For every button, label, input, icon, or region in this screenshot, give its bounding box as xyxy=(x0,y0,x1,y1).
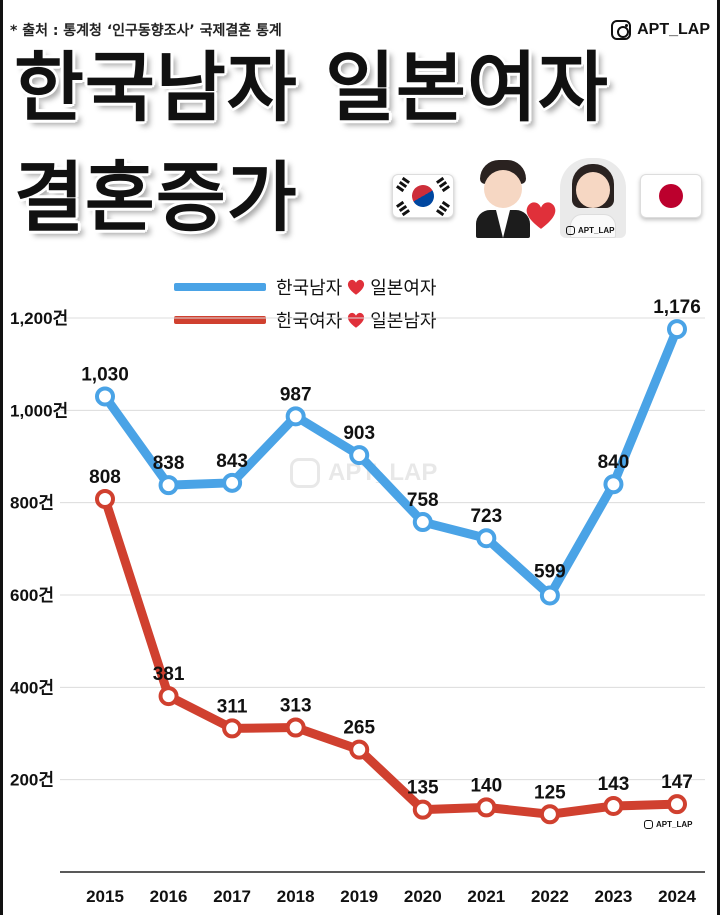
brand-badge[interactable]: APT_LAP xyxy=(611,20,710,40)
x-tick-label: 2024 xyxy=(658,887,696,906)
legend-swatch-blue xyxy=(174,283,266,291)
series-line-1 xyxy=(100,324,682,600)
data-label: 381 xyxy=(153,664,185,685)
data-point xyxy=(158,475,179,496)
data-point xyxy=(412,799,433,820)
data-point xyxy=(285,406,306,427)
data-label: 125 xyxy=(534,782,566,803)
corner-instagram-icon xyxy=(644,820,653,829)
y-tick-label: 400건 xyxy=(10,678,54,697)
data-label: 987 xyxy=(280,384,312,405)
data-label: 840 xyxy=(598,452,630,473)
data-label: 311 xyxy=(217,696,248,717)
legend-label-1a: 한국남자 xyxy=(276,278,343,299)
data-label: 758 xyxy=(407,490,439,511)
data-label: 143 xyxy=(598,774,630,795)
data-point xyxy=(95,488,115,509)
watermark-instagram-icon xyxy=(290,458,320,488)
x-tick-label: 2015 xyxy=(86,887,124,906)
legend-item-2: 한국여자 일본남자 xyxy=(174,307,437,333)
data-label: 723 xyxy=(470,506,502,527)
data-point xyxy=(667,794,687,815)
legend-heart-icon xyxy=(348,312,365,328)
data-point xyxy=(539,585,560,606)
title-line-2: 결혼증가 xyxy=(14,153,298,242)
x-tick-label: 2017 xyxy=(213,887,251,906)
couple-brand: APT_LAP xyxy=(566,226,614,235)
data-label: 838 xyxy=(153,453,185,474)
data-label: 313 xyxy=(280,695,312,716)
legend-label-1b: 일본여자 xyxy=(370,278,437,299)
title-line-1: 한국남자 일본여자 xyxy=(14,43,609,132)
data-point xyxy=(158,686,179,707)
x-tick-label: 2021 xyxy=(467,887,505,906)
source-note: * 출처 : 통계청 ‘인구동향조사’ 국제결혼 통계 xyxy=(10,23,282,39)
data-point xyxy=(539,804,560,825)
y-tick-label: 1,200건 xyxy=(10,309,68,328)
data-label: 265 xyxy=(343,718,375,739)
mini-instagram-icon xyxy=(566,226,575,235)
x-tick-label: 2020 xyxy=(404,887,442,906)
watermark: APT_LAP xyxy=(290,458,437,488)
legend-label-2b: 일본남자 xyxy=(370,311,437,332)
data-point xyxy=(603,795,624,816)
data-label: 140 xyxy=(470,775,502,796)
data-label: 808 xyxy=(89,467,121,488)
series-line-2 xyxy=(100,494,682,819)
japan-flag-icon xyxy=(640,174,702,218)
heart-icon xyxy=(526,202,556,229)
data-label: 843 xyxy=(216,451,248,472)
data-point xyxy=(222,718,243,739)
bride-icon xyxy=(560,158,626,238)
x-tick-label: 2022 xyxy=(531,887,569,906)
data-point xyxy=(349,445,370,466)
corner-brand: APT_LAP xyxy=(644,820,692,829)
x-tick-label: 2018 xyxy=(277,887,315,906)
data-label: 135 xyxy=(407,778,439,799)
data-point xyxy=(603,474,624,495)
data-point xyxy=(222,472,243,493)
brand-label: APT_LAP xyxy=(637,21,710,38)
y-tick-label: 600건 xyxy=(10,586,54,605)
data-point xyxy=(285,717,306,738)
data-point xyxy=(476,797,497,818)
data-label: 599 xyxy=(534,561,566,582)
data-point xyxy=(349,739,370,760)
x-tick-label: 2016 xyxy=(150,887,188,906)
legend-heart-icon xyxy=(348,279,365,295)
data-point xyxy=(412,512,433,533)
x-tick-label: 2023 xyxy=(595,887,633,906)
y-tick-label: 800건 xyxy=(10,494,54,513)
data-label: 903 xyxy=(343,423,375,444)
data-label: 1,030 xyxy=(81,364,129,385)
instagram-icon xyxy=(611,20,632,40)
data-point xyxy=(667,319,687,340)
data-label: 147 xyxy=(661,772,693,793)
y-tick-label: 1,000건 xyxy=(10,401,68,420)
data-label: 1,176 xyxy=(653,297,701,318)
x-tick-label: 2019 xyxy=(340,887,378,906)
legend-swatch-red xyxy=(174,316,266,324)
y-tick-label: 200건 xyxy=(10,771,54,790)
korea-flag-icon xyxy=(392,174,454,218)
data-point xyxy=(476,528,497,549)
legend-label-2a: 한국여자 xyxy=(276,311,343,332)
data-point xyxy=(95,386,115,407)
legend-item-1: 한국남자 일본여자 xyxy=(174,274,437,300)
groom-icon xyxy=(472,160,534,238)
